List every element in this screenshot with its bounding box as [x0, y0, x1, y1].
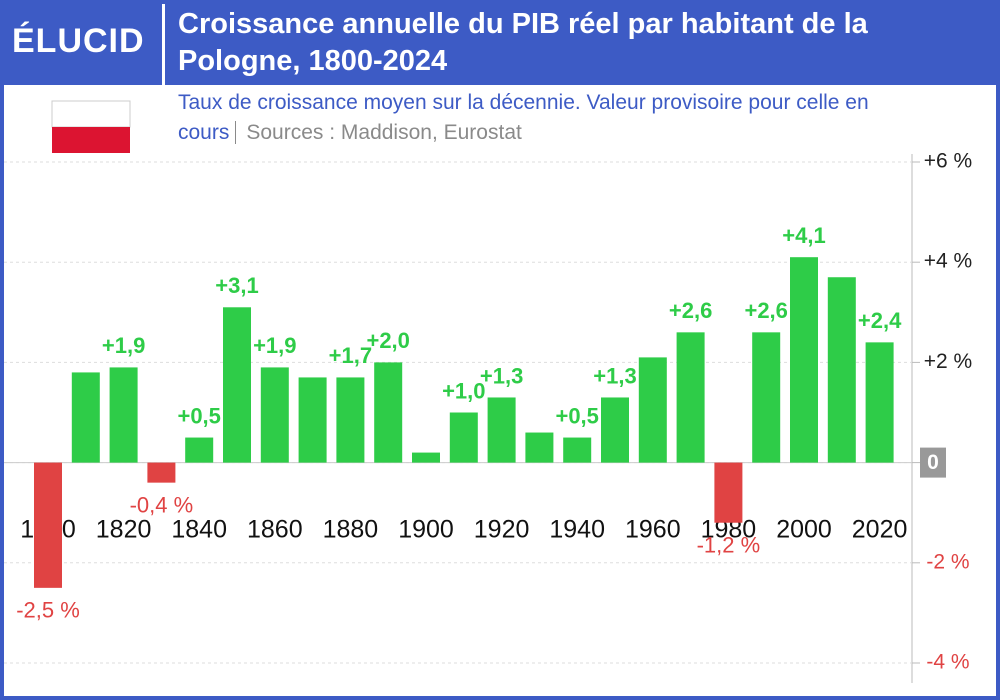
value-label: +2,6 [669, 298, 712, 323]
value-label: +3,1 [215, 273, 258, 298]
bar [865, 342, 894, 463]
bar [412, 452, 440, 463]
bar [147, 462, 176, 483]
x-tick-label: 1840 [171, 516, 227, 544]
x-tick-label: 1880 [323, 516, 379, 544]
x-tick-label: 1820 [96, 516, 152, 544]
y-tick-label: 0 [927, 451, 939, 474]
value-label: +0,5 [555, 403, 598, 428]
bar [563, 437, 592, 463]
bar [676, 332, 705, 463]
bar [185, 437, 214, 463]
value-label: +1,0 [442, 378, 485, 403]
bar [714, 462, 743, 523]
value-label: +1,7 [329, 343, 372, 368]
value-label: +1,3 [593, 363, 636, 388]
value-label: -0,4 % [130, 492, 194, 517]
value-label: +2,4 [858, 308, 902, 333]
value-label: +2,0 [366, 328, 409, 353]
bar [260, 367, 289, 463]
value-label: -1,2 % [697, 533, 761, 558]
bar [525, 432, 554, 463]
bar [449, 412, 478, 463]
bar [109, 367, 138, 463]
x-tick-label: 1920 [474, 516, 530, 544]
source: Sources : Maddison, Eurostat [235, 121, 522, 144]
y-tick-label: +6 % [924, 150, 972, 173]
bar [34, 462, 62, 588]
x-tick-label: 1960 [625, 516, 681, 544]
bar [638, 357, 667, 463]
x-tick-label: 2020 [852, 516, 908, 544]
bar [298, 377, 327, 463]
flag-red [52, 127, 130, 153]
x-tick-label: 1900 [398, 516, 454, 544]
zero-box [920, 447, 946, 478]
bar [601, 397, 629, 463]
chart-title: Croissance annuelle du PIB réel par habi… [178, 8, 868, 77]
bar [827, 277, 856, 463]
value-label: +1,9 [253, 333, 296, 358]
bar [336, 377, 365, 463]
subtitle: Taux de croissance moyen sur la décennie… [178, 91, 869, 144]
subtitle-block: Taux de croissance moyen sur la décennie… [178, 88, 988, 148]
header: ÉLUCID Croissance annuelle du PIB réel p… [0, 0, 1000, 85]
flag-white [51, 100, 131, 128]
y-tick-label: -2 % [926, 550, 969, 573]
bar [752, 332, 781, 463]
footer: www.elucid.media [871, 686, 960, 698]
x-tick-label: 1940 [549, 516, 605, 544]
value-label: +4,1 [782, 223, 825, 248]
y-tick-label: -4 % [926, 651, 969, 674]
bar [487, 397, 516, 463]
separator [162, 0, 165, 85]
value-label: +2,6 [744, 298, 787, 323]
y-tick-label: +4 % [924, 250, 972, 273]
logo: ÉLUCID [12, 22, 145, 60]
bar [71, 372, 100, 463]
bar [223, 307, 251, 463]
value-label: +1,9 [102, 333, 145, 358]
x-tick-label: 2000 [776, 516, 832, 544]
value-label: +0,5 [177, 403, 220, 428]
value-label: +1,3 [480, 363, 523, 388]
y-tick-label: +2 % [924, 350, 972, 373]
bar [374, 362, 403, 463]
bar [790, 257, 818, 463]
value-label: -2,5 % [16, 598, 80, 623]
x-tick-label: 1860 [247, 516, 303, 544]
